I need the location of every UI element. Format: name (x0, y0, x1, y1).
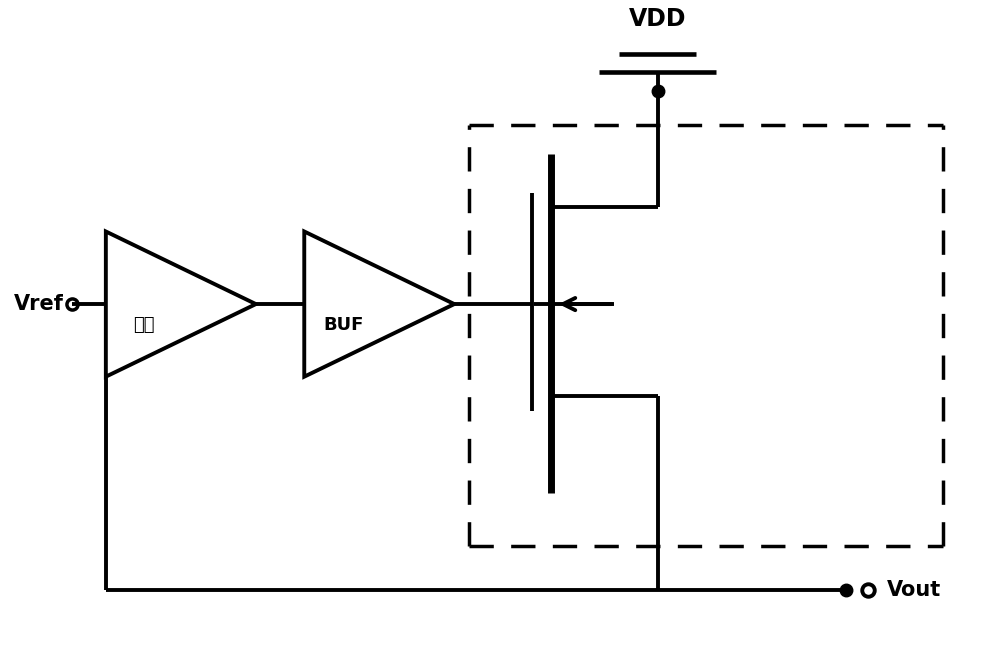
Text: Vref: Vref (14, 294, 64, 314)
Text: 运放: 运放 (133, 316, 154, 334)
Text: VDD: VDD (629, 7, 686, 31)
Text: BUF: BUF (324, 316, 364, 334)
Text: Vout: Vout (887, 580, 941, 600)
